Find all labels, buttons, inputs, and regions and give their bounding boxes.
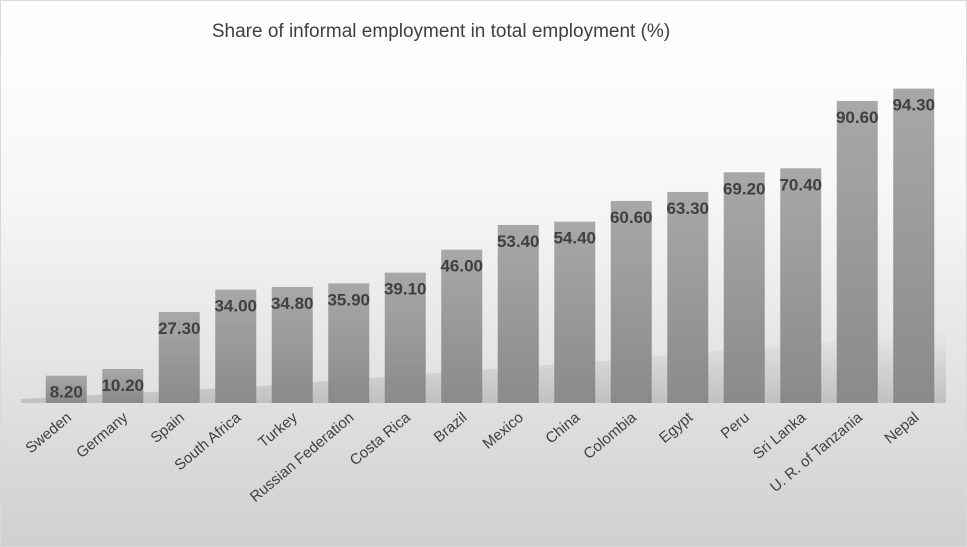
- data-label: 8.20: [50, 383, 83, 402]
- data-label: 27.30: [158, 319, 201, 338]
- bars-group: [45, 88, 935, 404]
- data-label: 63.30: [666, 199, 709, 218]
- data-label: 70.40: [779, 175, 822, 194]
- floor-shadow: [21, 331, 946, 403]
- data-label: 35.90: [327, 290, 370, 309]
- x-tick-label: Colombia: [580, 409, 640, 463]
- x-tick-label: China: [542, 409, 583, 448]
- x-tick-label: Spain: [147, 409, 187, 447]
- bar: [215, 289, 257, 403]
- x-tick-label: Turkey: [255, 409, 301, 451]
- chart-title: Share of informal employment in total em…: [211, 21, 671, 42]
- bar: [45, 375, 87, 403]
- data-label: 54.40: [553, 229, 596, 248]
- bar: [780, 168, 822, 403]
- x-tick-label: Nepal: [881, 409, 922, 447]
- data-label: 94.30: [892, 96, 935, 115]
- bar: [554, 221, 596, 403]
- data-label: 34.80: [271, 294, 314, 313]
- bar: [328, 283, 370, 403]
- data-label: 10.20: [101, 376, 144, 395]
- data-labels-group: 8.20 10.20 27.30 34.00 34.80 35.90 39.10 46.00 5…: [50, 96, 935, 402]
- bar: [610, 200, 652, 403]
- data-label: 69.20: [723, 179, 766, 198]
- bar: [271, 286, 313, 403]
- bar: [497, 224, 539, 403]
- data-label: 46.00: [440, 257, 483, 276]
- data-label: 60.60: [610, 208, 653, 227]
- x-tick-label: Costa Rica: [347, 409, 415, 470]
- bar: [441, 249, 483, 403]
- x-tick-label: Peru: [718, 409, 753, 442]
- bar: [102, 368, 144, 403]
- data-label: 39.10: [384, 280, 427, 299]
- bar: [893, 88, 935, 404]
- bar: [384, 272, 426, 403]
- x-tick-label: Russian Federation: [247, 409, 358, 506]
- x-tick-label: Sweden: [22, 409, 74, 457]
- data-label: 34.00: [214, 297, 257, 316]
- data-label: 90.60: [836, 108, 879, 127]
- x-tick-label: Mexico: [479, 409, 526, 453]
- x-tick-label: Germany: [73, 409, 132, 462]
- bar: [667, 191, 709, 403]
- x-tick-label: Egypt: [656, 409, 697, 447]
- bar: [836, 100, 878, 403]
- bar: [158, 311, 200, 403]
- bar: [723, 172, 765, 403]
- data-label: 53.40: [497, 232, 540, 251]
- x-tick-label: Brazil: [431, 409, 471, 446]
